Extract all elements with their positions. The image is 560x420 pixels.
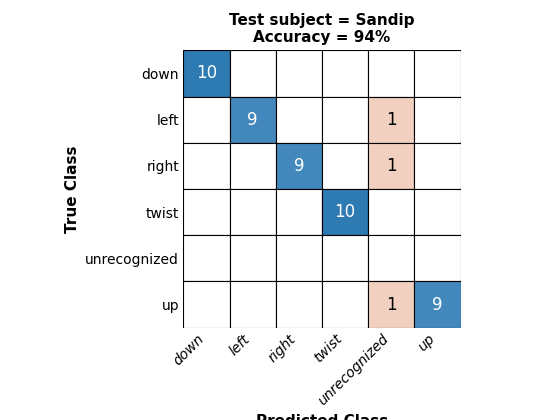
Y-axis label: True Class: True Class <box>65 145 80 233</box>
Bar <box>322 143 368 189</box>
Bar <box>184 189 230 235</box>
Bar <box>276 143 322 189</box>
Text: 1: 1 <box>386 157 396 175</box>
X-axis label: Predicted Class: Predicted Class <box>256 414 388 420</box>
Text: 10: 10 <box>334 203 356 221</box>
Bar <box>230 143 276 189</box>
Bar <box>230 281 276 328</box>
Bar <box>322 235 368 281</box>
Bar <box>184 281 230 328</box>
Bar <box>230 235 276 281</box>
Title: Test subject = Sandip
Accuracy = 94%: Test subject = Sandip Accuracy = 94% <box>229 13 415 45</box>
Bar <box>414 97 460 143</box>
Text: 9: 9 <box>248 111 258 129</box>
Text: 9: 9 <box>432 296 443 313</box>
Bar <box>276 235 322 281</box>
Bar <box>230 50 276 97</box>
Bar <box>368 189 414 235</box>
Bar <box>368 281 414 328</box>
Text: 9: 9 <box>293 157 304 175</box>
Bar <box>276 97 322 143</box>
Bar <box>414 50 460 97</box>
Bar <box>368 50 414 97</box>
Text: 10: 10 <box>196 65 217 82</box>
Bar <box>322 97 368 143</box>
Bar <box>322 50 368 97</box>
Bar <box>184 235 230 281</box>
Bar <box>230 189 276 235</box>
Text: 1: 1 <box>386 296 396 313</box>
Bar <box>414 281 460 328</box>
Bar <box>322 189 368 235</box>
Bar <box>276 189 322 235</box>
Bar <box>184 143 230 189</box>
Bar <box>184 97 230 143</box>
Bar <box>368 97 414 143</box>
Text: 1: 1 <box>386 111 396 129</box>
Bar <box>368 235 414 281</box>
Bar <box>414 189 460 235</box>
Bar <box>276 281 322 328</box>
Bar <box>368 143 414 189</box>
Bar <box>414 143 460 189</box>
Bar <box>230 97 276 143</box>
Bar <box>414 235 460 281</box>
Bar <box>184 50 230 97</box>
Bar <box>276 50 322 97</box>
Bar <box>322 281 368 328</box>
